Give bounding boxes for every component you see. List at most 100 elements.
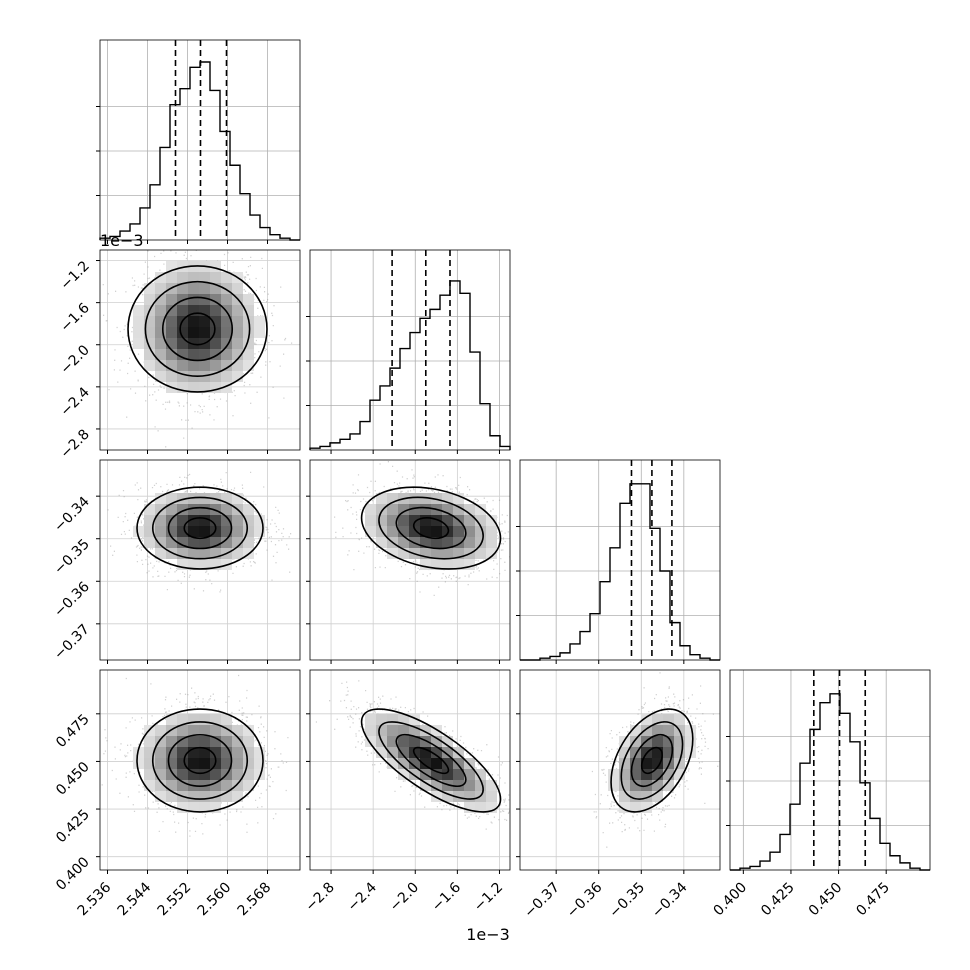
density-cell xyxy=(199,559,210,570)
y-tick-label-param-3: 0.400 xyxy=(53,854,93,894)
density-cell xyxy=(155,504,166,515)
axes-frame xyxy=(99,39,301,241)
density-cell xyxy=(133,526,144,537)
density-cell xyxy=(210,261,221,272)
x-tick-label-param-0: 2.560 xyxy=(195,880,235,920)
density-cell xyxy=(166,736,177,747)
axes-frame xyxy=(309,669,511,871)
density-cell xyxy=(199,725,210,736)
density-cell xyxy=(442,791,453,802)
density-cell xyxy=(199,802,210,813)
density-cell xyxy=(420,758,431,769)
density-cell xyxy=(188,791,199,802)
density-cell xyxy=(376,504,387,515)
density-cell xyxy=(475,780,486,791)
density-cell xyxy=(144,736,155,747)
density-cell xyxy=(188,305,199,316)
histogram-panel-1 xyxy=(306,249,511,454)
density-cell xyxy=(144,758,155,769)
density-cell xyxy=(453,747,464,758)
density-cell xyxy=(177,802,188,813)
density-cell xyxy=(254,747,265,758)
density-cell xyxy=(155,515,166,526)
y-tick-label-param-3: 0.475 xyxy=(53,711,93,751)
density-cell xyxy=(475,526,486,537)
density-cell xyxy=(243,360,254,371)
density-cell xyxy=(221,371,232,382)
histogram-panel-3 xyxy=(726,669,931,874)
density-cell xyxy=(221,493,232,504)
density-cell xyxy=(177,305,188,316)
density-cell xyxy=(486,802,497,813)
density-cell xyxy=(387,526,398,537)
density-cell xyxy=(398,515,409,526)
density-cell xyxy=(486,537,497,548)
density-cell xyxy=(630,802,641,813)
density-cell xyxy=(608,780,619,791)
density-cell xyxy=(619,769,630,780)
density-cell xyxy=(486,548,497,559)
density-cell xyxy=(652,758,663,769)
y-tick-label-param-3: 0.425 xyxy=(53,807,93,847)
density-cell xyxy=(420,548,431,559)
density-cell xyxy=(486,526,497,537)
density-cell xyxy=(431,769,442,780)
y-tick-label-param-2: −0.36 xyxy=(51,579,93,621)
contour-level-1 xyxy=(630,733,674,787)
density-cell xyxy=(188,526,199,537)
density-cell xyxy=(619,747,630,758)
density-cell xyxy=(243,780,254,791)
density-cell xyxy=(464,791,475,802)
density-cell xyxy=(188,548,199,559)
density-cell xyxy=(398,736,409,747)
density-cell xyxy=(210,537,221,548)
density-cell xyxy=(685,725,696,736)
contour-level-0 xyxy=(183,517,217,540)
axes-frame xyxy=(99,249,301,451)
density-cell xyxy=(652,769,663,780)
density-cell xyxy=(420,526,431,537)
density-cell xyxy=(155,758,166,769)
x-tick-label-param-2: −0.34 xyxy=(649,879,691,921)
density-cell xyxy=(398,548,409,559)
density-cell xyxy=(221,537,232,548)
density-cell xyxy=(221,758,232,769)
x-tick-label-param-1: −1.6 xyxy=(429,879,464,914)
density-cell xyxy=(486,780,497,791)
density-cell xyxy=(133,338,144,349)
density-cell xyxy=(221,725,232,736)
density-cell xyxy=(144,526,155,537)
density-cell xyxy=(144,515,155,526)
density-cell xyxy=(387,493,398,504)
density-cell xyxy=(144,338,155,349)
density-cell xyxy=(398,504,409,515)
density-cell xyxy=(144,769,155,780)
density-cell xyxy=(188,537,199,548)
density-cell xyxy=(243,758,254,769)
density-cell xyxy=(199,747,210,758)
density-cell xyxy=(155,349,166,360)
density-cell xyxy=(166,371,177,382)
density-cell xyxy=(166,316,177,327)
density-cell xyxy=(155,371,166,382)
density-cell xyxy=(166,769,177,780)
density-cell xyxy=(199,493,210,504)
corner-panels: 2.536 2.544 2.552 2.560 2.568 −2.8 −2.4 −2.0 −1.… xyxy=(51,39,931,922)
density-cell xyxy=(619,758,630,769)
density-cell xyxy=(188,736,199,747)
x-tick-label-param-2: −0.37 xyxy=(521,880,563,922)
scatter-panel-3-2 xyxy=(516,669,721,874)
density-cell xyxy=(188,515,199,526)
density-cell xyxy=(420,736,431,747)
density-cell xyxy=(155,294,166,305)
density-cell xyxy=(663,714,674,725)
density-cell xyxy=(619,780,630,791)
density-cell xyxy=(376,493,387,504)
x-tick-label-param-1: −1.2 xyxy=(471,880,506,915)
density-cell xyxy=(155,305,166,316)
density-cell xyxy=(376,747,387,758)
density-cell xyxy=(663,747,674,758)
density-cell xyxy=(420,747,431,758)
contour-level-1 xyxy=(395,506,467,550)
density-cell xyxy=(221,294,232,305)
